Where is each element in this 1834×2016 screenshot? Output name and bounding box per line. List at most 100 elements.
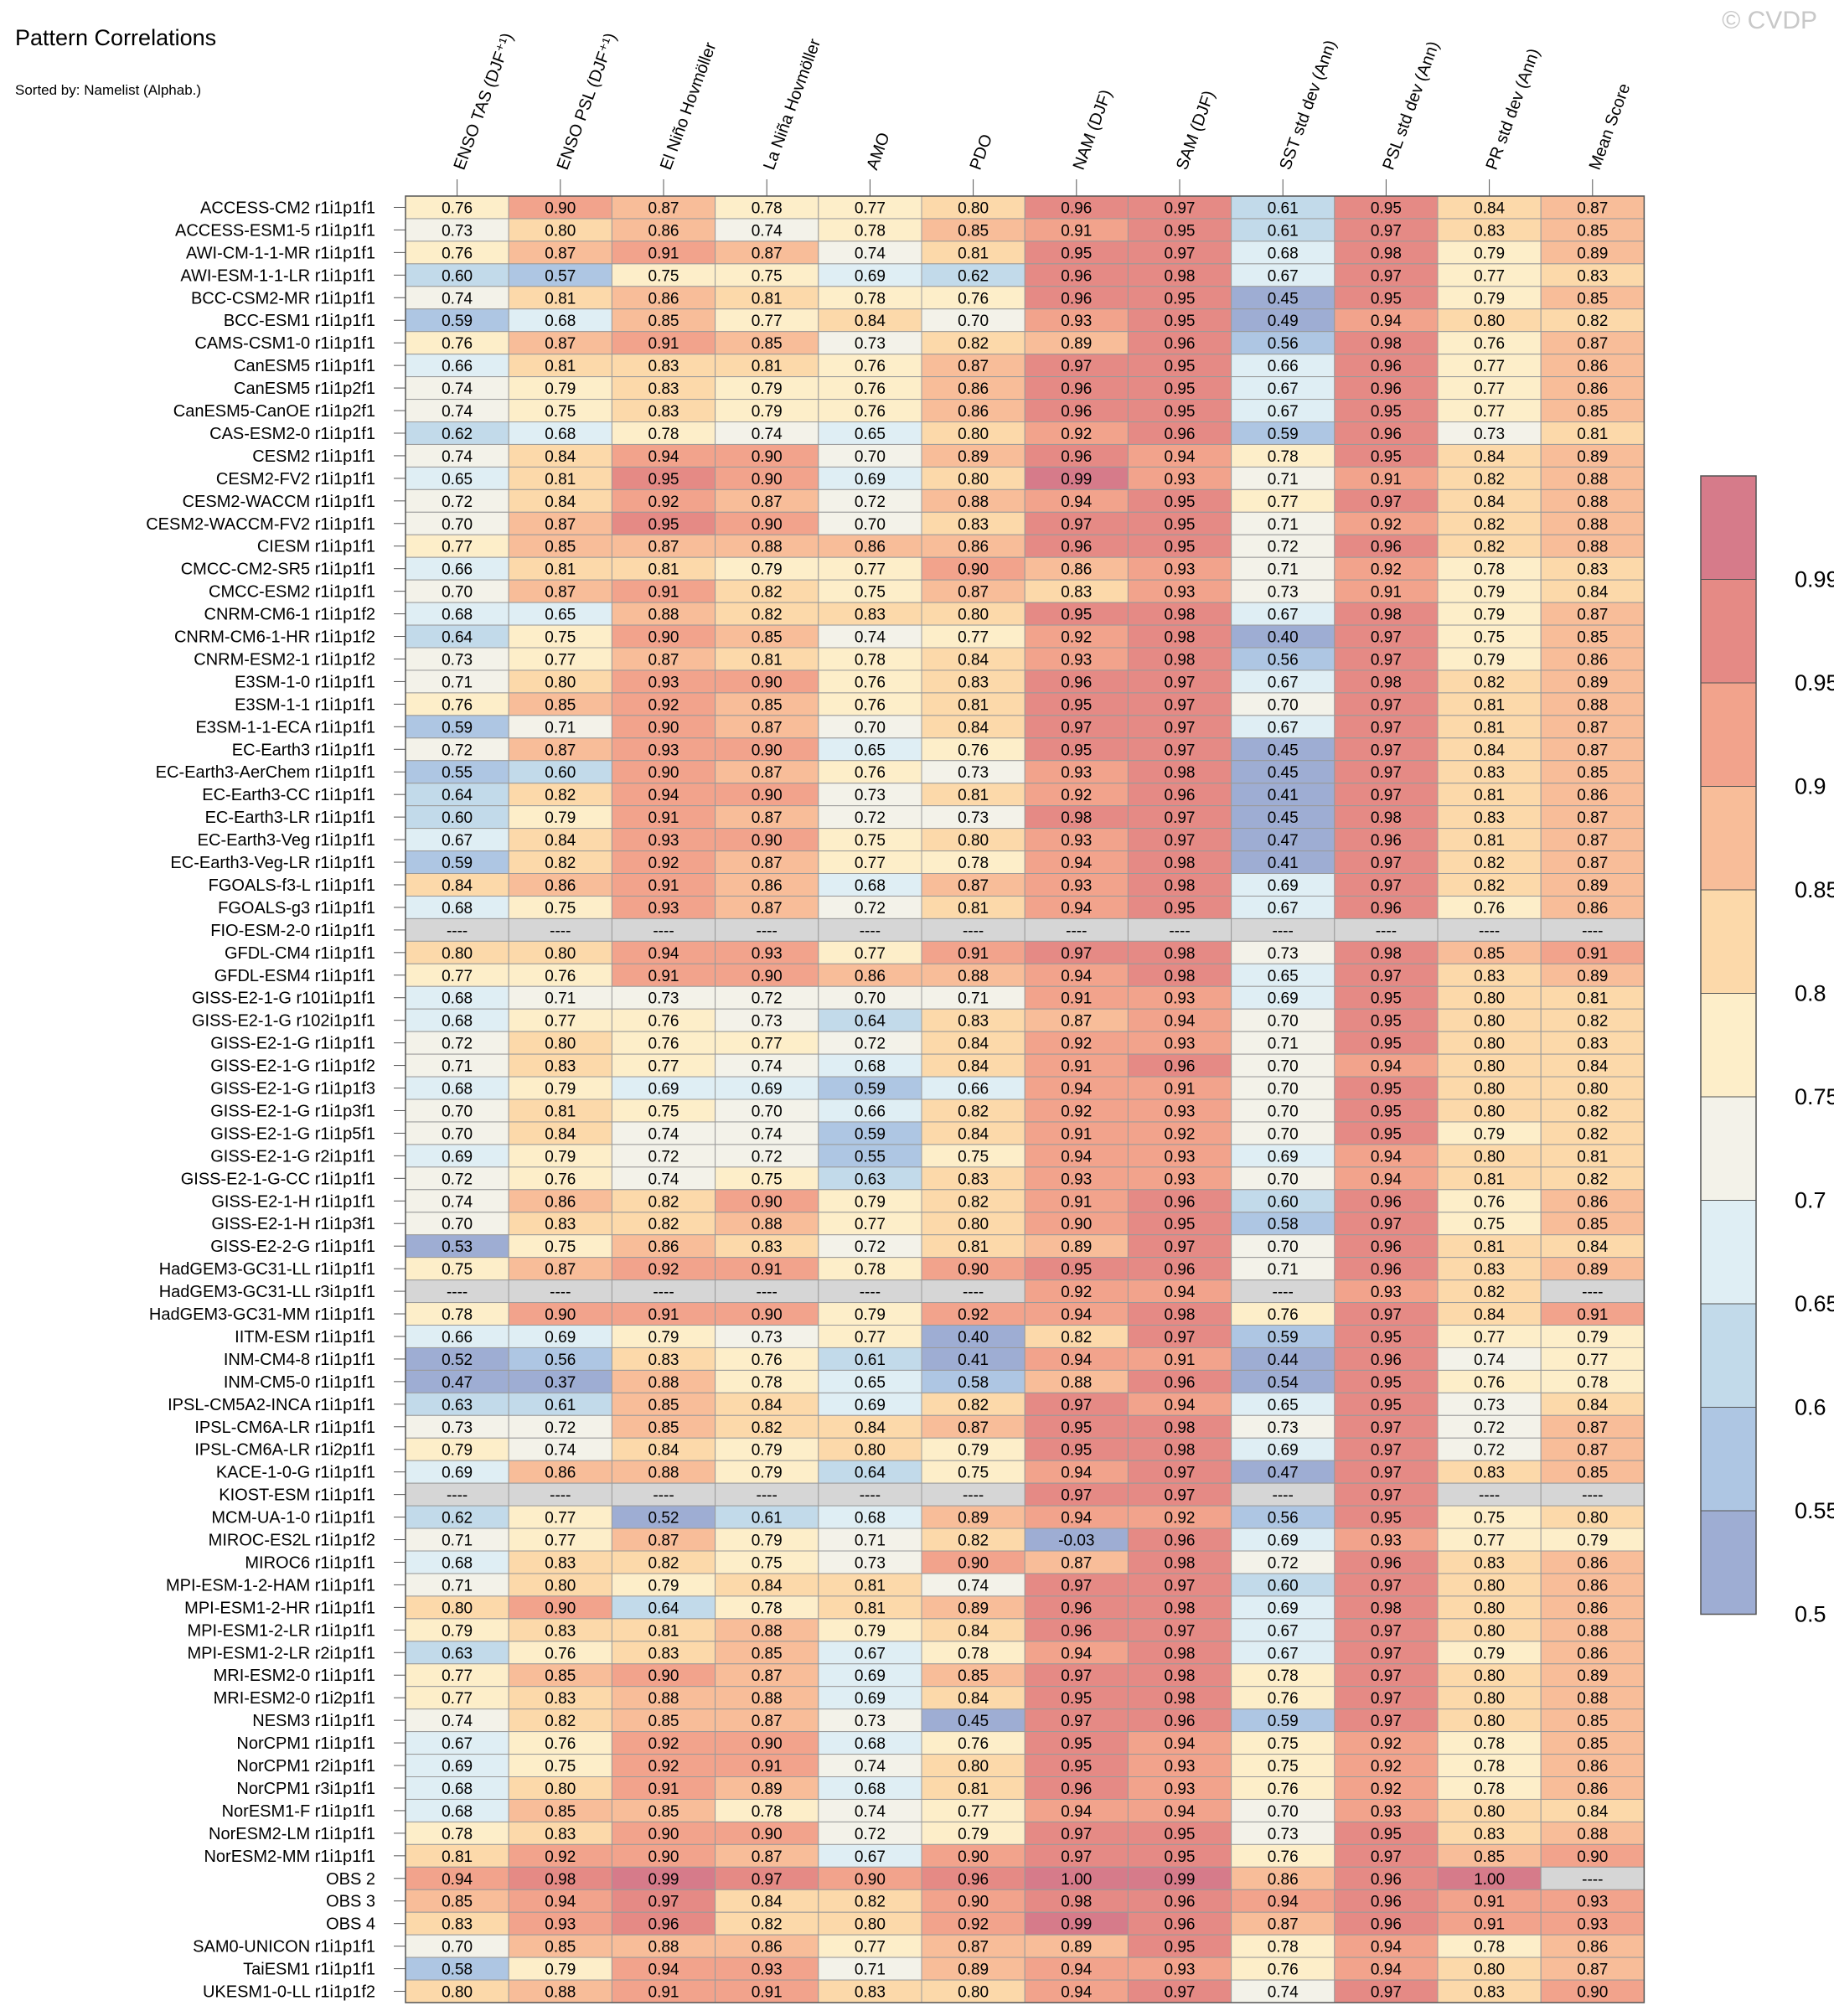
cell-value: 0.98 xyxy=(1165,1419,1196,1437)
cell-value: 0.94 xyxy=(1371,1171,1402,1188)
cell-value: 0.83 xyxy=(958,1171,989,1188)
heatmap-cell xyxy=(1024,1460,1129,1484)
cell-value: 0.95 xyxy=(1061,1419,1092,1437)
cell-value: 0.80 xyxy=(1474,1148,1505,1166)
cell-value: 0.87 xyxy=(1268,1916,1299,1934)
heatmap-cell xyxy=(921,873,1025,897)
heatmap-cell xyxy=(1540,895,1645,919)
heatmap-cell xyxy=(921,1798,1025,1822)
row-label: GISS-E2-2-G r1i1p1f1 xyxy=(210,1238,375,1256)
cell-value: 0.74 xyxy=(855,629,886,647)
cell-value: 0.74 xyxy=(442,403,473,421)
cell-value: 0.79 xyxy=(545,1962,576,1979)
cell-value: 0.74 xyxy=(442,1193,473,1211)
cell-value: 0.60 xyxy=(1268,1193,1299,1211)
colorbar-label: 0.7 xyxy=(1795,1188,1826,1213)
heatmap-cell xyxy=(1024,669,1129,694)
cell-value: 0.87 xyxy=(648,1533,679,1550)
heatmap-cell xyxy=(508,1731,612,1755)
cell-value: ---- xyxy=(550,1487,571,1505)
cell-value: 0.71 xyxy=(1268,471,1299,488)
heatmap-cell xyxy=(818,511,922,535)
cell-value: 0.93 xyxy=(648,674,679,691)
heatmap-cell xyxy=(508,1911,612,1936)
cell-value: 0.84 xyxy=(1577,584,1608,602)
cell-value: 0.81 xyxy=(1474,1238,1505,1256)
cell-value: 0.83 xyxy=(648,1352,679,1369)
cell-value: 0.81 xyxy=(545,358,576,375)
cell-value: 0.85 xyxy=(958,222,989,240)
cell-value: 0.92 xyxy=(1061,426,1092,443)
cell-value: 0.95 xyxy=(1371,1103,1402,1120)
cell-value: 0.83 xyxy=(752,1238,783,1256)
row-label: KIOST-ESM r1i1p1f1 xyxy=(219,1486,375,1505)
cell-value: 0.96 xyxy=(958,1871,989,1889)
heatmap-cell xyxy=(715,1911,819,1936)
cell-value: 0.78 xyxy=(442,1826,473,1843)
heatmap-cell xyxy=(1334,850,1439,874)
heatmap-cell xyxy=(1437,873,1542,897)
heatmap-cell xyxy=(611,1957,716,1981)
cell-value: 0.95 xyxy=(1165,1216,1196,1233)
cell-value: 0.79 xyxy=(752,403,783,421)
cell-value: 0.82 xyxy=(958,1103,989,1120)
cell-value: 0.72 xyxy=(1268,539,1299,556)
heatmap-cell xyxy=(611,421,716,445)
heatmap-cell xyxy=(1024,760,1129,784)
heatmap-cell xyxy=(1540,1979,1645,2003)
cell-value: 0.72 xyxy=(648,1148,679,1166)
heatmap-cell xyxy=(1231,1843,1335,1868)
cell-value: 0.96 xyxy=(1061,448,1092,466)
cell-value: 0.86 xyxy=(545,1465,576,1482)
cell-value: 0.98 xyxy=(1165,1554,1196,1572)
heatmap-cell xyxy=(1127,286,1232,310)
heatmap-cell xyxy=(508,669,612,694)
heatmap-cell xyxy=(508,1866,612,1890)
cell-value: 0.87 xyxy=(752,719,783,737)
cell-value: 0.97 xyxy=(1371,1419,1402,1437)
heatmap-cell xyxy=(818,1189,922,1213)
cell-value: 0.71 xyxy=(855,1533,886,1550)
heatmap-cell xyxy=(1231,963,1335,987)
heatmap-cell xyxy=(715,1189,819,1213)
heatmap-cell xyxy=(508,1234,612,1259)
cell-value: 0.70 xyxy=(1268,1125,1299,1143)
heatmap-cell xyxy=(1127,1595,1232,1620)
heatmap-cell xyxy=(405,1843,509,1868)
cell-value: 0.97 xyxy=(1371,1216,1402,1233)
heatmap-cell xyxy=(1334,240,1439,265)
heatmap-cell xyxy=(1127,1414,1232,1439)
heatmap-cell xyxy=(1231,1708,1335,1733)
cell-value: 0.45 xyxy=(958,1713,989,1730)
cell-value: 0.94 xyxy=(1061,1803,1092,1821)
heatmap-cell xyxy=(1540,1347,1645,1371)
column-label: AMO xyxy=(863,130,893,172)
cell-value: 0.76 xyxy=(855,358,886,375)
heatmap-cell xyxy=(1127,1098,1232,1123)
cell-value: 0.84 xyxy=(545,832,576,850)
cell-value: 0.96 xyxy=(1061,267,1092,285)
row-label: CESM2-WACCM r1i1p1f1 xyxy=(183,493,375,511)
cell-value: 0.80 xyxy=(1474,1081,1505,1098)
cell-value: 0.97 xyxy=(1165,719,1196,737)
cell-value: 0.98 xyxy=(1371,335,1402,353)
cell-value: 0.96 xyxy=(1165,1713,1196,1730)
cell-value: 0.83 xyxy=(648,1645,679,1662)
row-label: MIROC6 r1i1p1f1 xyxy=(245,1553,375,1572)
row-label: HadGEM3-GC31-MM r1i1p1f1 xyxy=(149,1305,375,1324)
cell-value: 0.80 xyxy=(1474,990,1505,1008)
cell-value: 0.86 xyxy=(1577,651,1608,669)
cell-value: 0.94 xyxy=(1061,494,1092,511)
cell-value: 0.97 xyxy=(1165,1329,1196,1347)
cell-value: 0.70 xyxy=(855,719,886,737)
cell-value: 0.82 xyxy=(1474,539,1505,556)
heatmap-cell xyxy=(1231,1528,1335,1552)
cell-value: 0.57 xyxy=(545,267,576,285)
heatmap-cell xyxy=(1024,647,1129,671)
cell-value: 0.85 xyxy=(752,696,783,714)
cell-value: 0.94 xyxy=(1061,1510,1092,1528)
heatmap-cell xyxy=(611,1889,716,1913)
heatmap-cell xyxy=(1024,692,1129,716)
cell-value: 0.88 xyxy=(1577,471,1608,488)
cell-value: 0.94 xyxy=(442,1871,473,1889)
